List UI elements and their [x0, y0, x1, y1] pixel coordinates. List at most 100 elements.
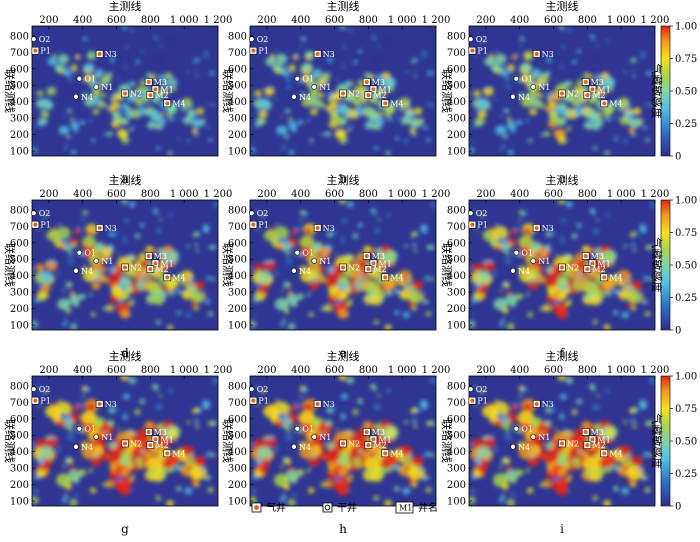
panel-frame [468, 375, 656, 507]
x-tick-label: 600 [544, 365, 563, 376]
panel-a: 主测线 200 400 600 800 1 000 1 200 100 200 300 400 500… [3, 0, 232, 186]
panel-c: 主测线 200 400 600 800 1 000 1 200 100 200 300 400 500… [440, 0, 669, 186]
y-tick-label: 500 [228, 81, 247, 92]
gas-well-dot [364, 79, 369, 84]
well-label: P1 [477, 221, 487, 230]
gas-well-dot [153, 437, 158, 442]
well-label: P1 [40, 47, 50, 56]
x-tick-label: 600 [325, 189, 344, 200]
x-axis-title: 主测线 [109, 349, 142, 363]
colorbar-tick-label: 0.50 [675, 87, 697, 98]
colorbar-tick-label: 1.00 [675, 22, 697, 33]
colorbar-tick-label: 0.25 [675, 469, 697, 480]
x-tick-label: 1 200 [641, 15, 670, 26]
y-axis-title: 联络测线 [221, 243, 235, 287]
y-tick-label: 300 [228, 114, 247, 125]
x-tick-label: 400 [291, 189, 310, 200]
y-tick-label: 700 [228, 48, 247, 59]
y-tick-label: 600 [447, 64, 466, 75]
y-tick-label: 500 [228, 255, 247, 266]
x-tick-label: 800 [359, 189, 378, 200]
gas-well-dot [341, 441, 345, 446]
well-label: M2 [155, 91, 168, 100]
y-tick-label: 100 [447, 497, 466, 508]
well-label: M3 [591, 428, 604, 437]
gas-well-dot [585, 93, 590, 98]
y-tick-label: 800 [447, 381, 466, 392]
well-label: M3 [372, 252, 385, 261]
x-tick-label: 600 [544, 15, 563, 26]
gas-well-dot [97, 401, 102, 406]
y-tick-label: 200 [10, 480, 29, 491]
gas-well-dot [602, 101, 607, 106]
gas-well-dot [534, 51, 539, 56]
x-tick-label: 1 000 [170, 365, 199, 376]
x-tick-label: 1 000 [170, 15, 199, 26]
gas-well-dot [583, 429, 588, 434]
dry-well-marker [530, 84, 537, 90]
well-label: M4 [390, 99, 403, 108]
dry-well-marker [467, 210, 474, 216]
y-tick-label: 200 [447, 130, 466, 141]
x-tick-label: 600 [107, 365, 126, 376]
panel-g: 主测线 200 400 600 800 1 000 1 200 100 200 300 400 500… [3, 349, 232, 536]
gas-well-dot [251, 222, 256, 227]
dry-well-marker [510, 93, 516, 100]
y-tick-label: 600 [447, 414, 466, 425]
gas-well-dot [583, 253, 588, 258]
x-axis-title: 主测线 [327, 173, 360, 187]
heatmap-field [32, 200, 218, 330]
legend-dry-well-dot [324, 504, 331, 511]
well-label: P1 [258, 221, 268, 230]
dry-well-marker [30, 386, 37, 392]
colorbar-tick-label: 1.00 [675, 372, 697, 383]
y-tick-label: 600 [10, 64, 29, 75]
well-label: N4 [518, 267, 530, 276]
colorbar-tick-label: 0.75 [675, 228, 697, 239]
well-label: O1 [302, 75, 314, 84]
y-tick-label: 600 [228, 238, 247, 249]
gas-well-dot [583, 79, 588, 84]
x-tick-label: 400 [510, 365, 529, 376]
well-label: M3 [154, 78, 167, 87]
panel-letter: c [559, 172, 566, 186]
well-label: N2 [567, 263, 579, 272]
well-label: N3 [542, 224, 554, 233]
y-tick-label: 400 [228, 447, 247, 458]
gas-well-dot [123, 441, 127, 446]
x-axis-title: 主测线 [327, 349, 360, 363]
y-tick-label: 700 [447, 222, 466, 233]
colorbar-tick-label: 0.25 [675, 119, 697, 130]
y-tick-label: 200 [228, 304, 247, 315]
x-tick-label: 600 [325, 15, 344, 26]
well-label: P1 [40, 397, 50, 406]
well-label: M2 [155, 441, 168, 450]
well-label: N2 [567, 89, 579, 98]
well-label: P1 [258, 47, 268, 56]
x-tick-label: 1 200 [422, 15, 451, 26]
gas-well-dot [366, 443, 371, 448]
x-tick-label: 400 [510, 189, 529, 200]
gas-well-dot [585, 267, 590, 272]
x-tick-label: 1 000 [607, 189, 636, 200]
dry-well-marker [294, 249, 301, 256]
well-label: N3 [323, 50, 335, 59]
gas-well-dot [602, 451, 607, 456]
gas-well-dot [534, 225, 539, 230]
y-tick-label: 300 [228, 464, 247, 475]
y-tick-label: 800 [228, 205, 247, 216]
colorbar-tick-label: 0 [675, 152, 681, 163]
well-label: N1 [538, 83, 550, 92]
gas-well-dot [123, 91, 127, 96]
gas-well-dot [148, 267, 153, 272]
dry-well-marker [291, 267, 297, 274]
y-tick-label: 100 [447, 321, 466, 332]
well-label: N4 [299, 443, 311, 452]
y-axis-title: 联络测线 [221, 419, 235, 463]
y-tick-label: 200 [228, 480, 247, 491]
gas-well-dot [590, 261, 595, 266]
dry-well-marker [311, 434, 318, 440]
x-tick-label: 800 [578, 365, 597, 376]
gas-well-dot [146, 253, 151, 258]
dry-well-marker [294, 425, 301, 432]
